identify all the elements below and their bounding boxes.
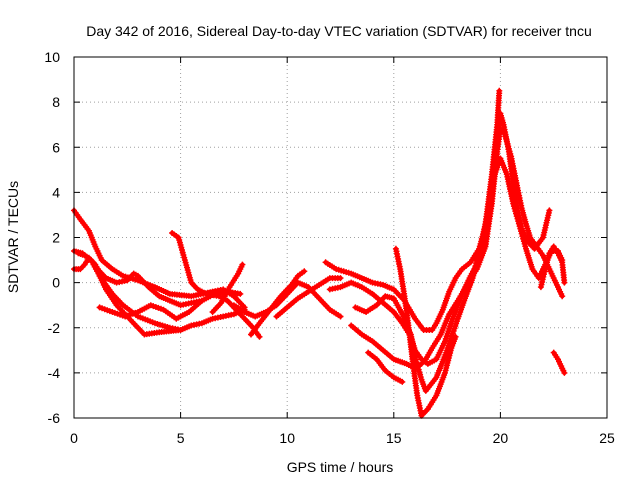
y-axis-label: SDTVAR / TECUs	[5, 181, 21, 293]
y-tick-label: 0	[52, 275, 60, 291]
grid	[74, 57, 607, 418]
x-tick-label: 25	[599, 430, 615, 446]
series-markers	[169, 230, 263, 340]
y-tick-label: -6	[48, 410, 61, 426]
data-series	[71, 87, 568, 419]
y-tick-label: 10	[44, 49, 60, 65]
series-track-7	[209, 261, 246, 315]
x-tick-label: 0	[70, 430, 78, 446]
y-tick-labels: -6 -4 -2 0 2 4 6 8 10	[44, 49, 60, 426]
series-track-6	[169, 230, 263, 340]
x-tick-label: 10	[279, 430, 295, 446]
y-tick-label: 4	[52, 184, 60, 200]
y-tick-label: 8	[52, 94, 60, 110]
series-markers	[348, 126, 566, 372]
chart-title: Day 342 of 2016, Sidereal Day-to-day VTE…	[86, 23, 592, 39]
series-markers	[248, 268, 308, 338]
series-track-16	[392, 245, 459, 419]
series-track-18	[537, 243, 568, 291]
x-tick-label: 5	[177, 430, 185, 446]
series-track-14	[348, 126, 566, 372]
x-tick-label: 15	[386, 430, 402, 446]
y-tick-label: -2	[48, 320, 61, 336]
axis-ticks	[73, 56, 608, 419]
series-markers	[550, 349, 568, 376]
x-tick-label: 20	[493, 430, 509, 446]
series-track-4	[75, 250, 205, 309]
series-markers	[273, 275, 344, 320]
series-track-17	[550, 349, 568, 376]
series-track-15	[365, 349, 406, 385]
series-line	[348, 126, 565, 371]
series-track-10	[273, 275, 344, 320]
series-markers	[75, 250, 205, 309]
series-track-9	[248, 268, 308, 338]
y-tick-label: 6	[52, 139, 60, 155]
series-markers	[209, 261, 246, 315]
series-markers	[537, 243, 568, 291]
series-markers	[365, 349, 406, 385]
x-tick-labels: 0 5 10 15 20 25	[70, 430, 615, 446]
series-markers	[392, 245, 459, 419]
y-tick-label: -4	[48, 365, 61, 381]
x-axis-label: GPS time / hours	[287, 459, 394, 475]
series-line	[327, 88, 502, 367]
y-tick-label: 2	[52, 230, 60, 246]
